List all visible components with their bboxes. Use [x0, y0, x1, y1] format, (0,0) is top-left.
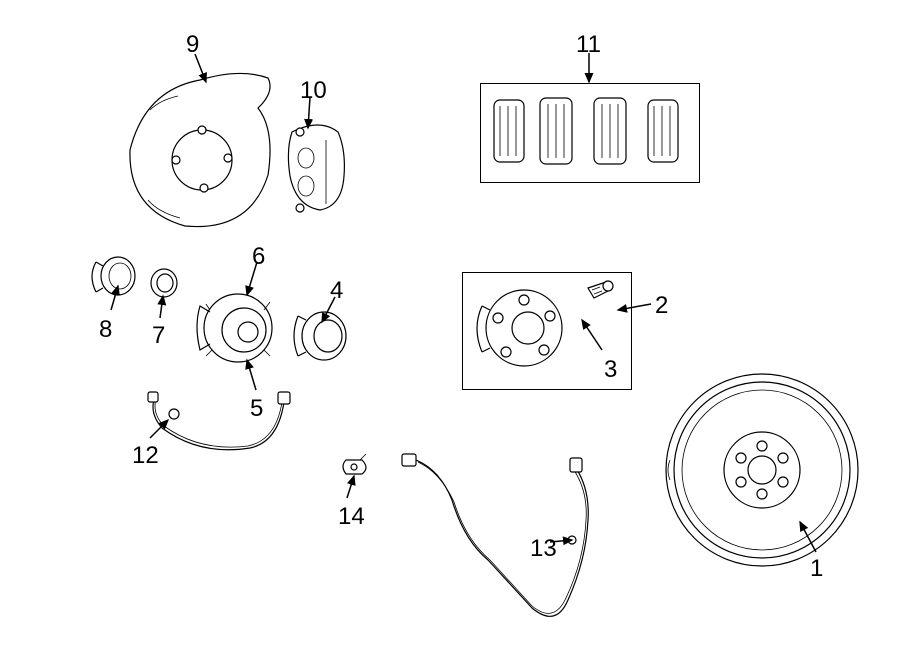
- part-brake-hose: [148, 392, 290, 450]
- part-spacer: [92, 257, 135, 295]
- callout-5: 5: [250, 395, 263, 423]
- part-hub-bearing: [197, 294, 272, 362]
- part-rotor: [666, 374, 858, 566]
- callout-1: 1: [810, 555, 823, 583]
- group-box-pads: [480, 83, 700, 183]
- callout-3: 3: [604, 356, 617, 384]
- callout-7: 7: [152, 322, 165, 350]
- diagram-canvas: 1 2 3 4 5 6 7 8 9 10 11 12 13 14: [0, 0, 900, 661]
- callout-14: 14: [338, 503, 365, 531]
- part-caliper: [288, 125, 344, 212]
- part-seal: [151, 269, 177, 297]
- part-bearing-outer: [294, 312, 346, 360]
- callout-6: 6: [252, 243, 265, 271]
- callout-9: 9: [186, 31, 199, 59]
- parts-artwork: [0, 0, 900, 661]
- callout-11: 11: [576, 31, 601, 59]
- callout-4: 4: [330, 277, 343, 305]
- callout-12: 12: [132, 442, 159, 470]
- part-clip: [343, 454, 366, 474]
- callout-2: 2: [655, 292, 668, 320]
- callout-8: 8: [99, 316, 112, 344]
- part-splash-shield: [130, 73, 270, 226]
- callout-10: 10: [300, 77, 327, 105]
- part-abs-sensor: [402, 454, 588, 616]
- callout-13: 13: [530, 535, 557, 563]
